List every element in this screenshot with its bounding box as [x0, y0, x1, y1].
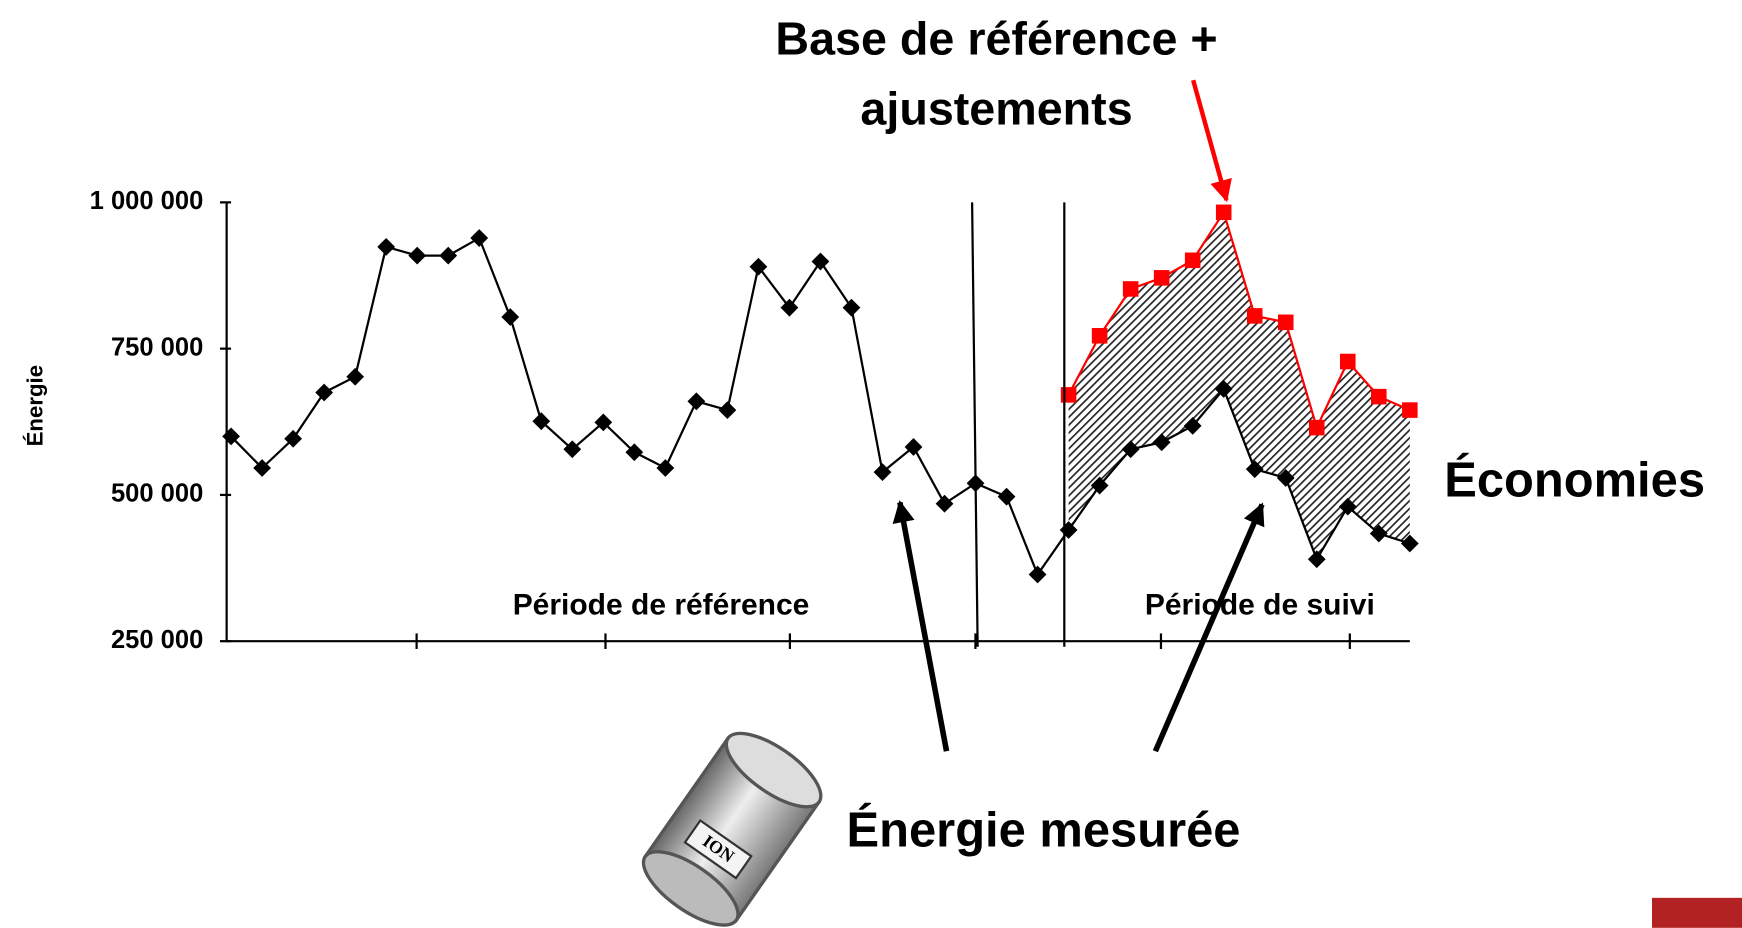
chart: 250 000 500 000 750 000 1 000 000 Énergie B… [0, 0, 1742, 928]
marker [1340, 354, 1356, 370]
marker [1123, 281, 1139, 297]
marker [1371, 389, 1387, 405]
marker [439, 247, 457, 265]
arrow [900, 502, 947, 751]
marker [936, 495, 954, 513]
corner-decoration [1652, 898, 1742, 928]
marker [687, 392, 705, 410]
page: {"chart_data": { "type": "line", "y_labe… [0, 0, 1742, 928]
marker [408, 247, 426, 265]
y-axis-label: Énergie [23, 365, 48, 446]
period-separator [972, 202, 978, 646]
marker [843, 299, 861, 317]
marker [1308, 550, 1326, 568]
marker [1061, 387, 1077, 403]
marker [1029, 566, 1047, 584]
marker [998, 488, 1016, 506]
marker [719, 401, 737, 419]
annotation: Énergie mesurée [847, 803, 1241, 857]
marker [1092, 328, 1108, 344]
marker [1278, 315, 1294, 331]
meter-icon: ION [632, 720, 831, 928]
marker [781, 299, 799, 317]
annotation: Période de suivi [1145, 589, 1375, 622]
marker [1060, 521, 1078, 539]
marker [501, 308, 519, 326]
y-tick-label: 1 000 000 [90, 187, 204, 215]
marker [470, 229, 488, 247]
arrow [1155, 505, 1262, 752]
annotation: Base de référence + [775, 13, 1217, 65]
marker [1309, 420, 1325, 436]
annotation: ajustements [860, 83, 1132, 135]
annotation: Économies [1444, 453, 1705, 507]
marker [1402, 402, 1418, 418]
marker [812, 253, 830, 271]
annotation: Période de référence [513, 589, 810, 622]
y-tick-label: 500 000 [111, 480, 203, 508]
y-tick-label: 750 000 [111, 333, 203, 361]
marker [1247, 308, 1263, 324]
marker [750, 258, 768, 276]
marker [346, 368, 364, 386]
marker [1216, 205, 1232, 221]
marker [1185, 253, 1201, 269]
marker [1154, 270, 1170, 286]
marker [315, 384, 333, 402]
arrow [1193, 80, 1226, 200]
marker [656, 459, 674, 477]
plot-area: 250 000 500 000 750 000 1 000 000 [90, 187, 1419, 654]
marker [377, 238, 395, 256]
y-tick-label: 250 000 [111, 626, 203, 654]
